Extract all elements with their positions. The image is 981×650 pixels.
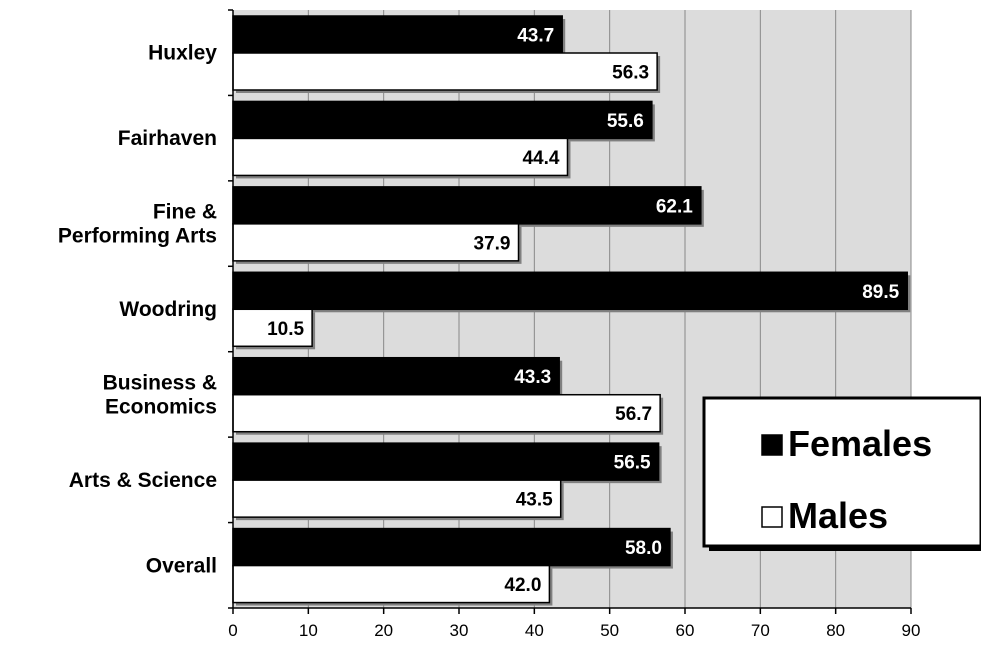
data-label: 56.3: [612, 63, 649, 84]
x-tick-label: 10: [299, 621, 318, 640]
x-tick-label: 70: [751, 621, 770, 640]
category-label: Business & Economics: [103, 371, 217, 418]
category-label-line: Fine &: [153, 201, 217, 224]
data-label: 55.6: [607, 111, 644, 132]
bar-females: [232, 356, 560, 396]
x-tick-label: 60: [676, 621, 695, 640]
bar-males: [232, 137, 569, 177]
bar-females: [232, 100, 653, 140]
category-label-line: Performing Arts: [58, 225, 217, 248]
legend-swatch-females: [761, 434, 783, 456]
category-label-line: Arts & Science: [69, 469, 217, 492]
category-label: Fine & Performing Arts: [58, 201, 217, 248]
x-tick-label: 30: [450, 621, 469, 640]
bars-group: [232, 15, 911, 606]
bar-females: [232, 186, 702, 225]
category-label-line: Fairhaven: [118, 127, 217, 150]
data-label: 43.3: [514, 367, 551, 388]
category-label-line: Business &: [103, 371, 217, 394]
bar-males: [232, 52, 658, 91]
data-label: 89.5: [862, 282, 899, 303]
category-label-line: Huxley: [148, 42, 217, 65]
bar-females: [232, 15, 563, 54]
bar-males: [232, 223, 520, 262]
data-label: 56.5: [614, 453, 651, 474]
x-tick-label: 40: [525, 621, 544, 640]
legend-label-males: Males: [788, 495, 888, 536]
data-label: 56.7: [615, 404, 652, 425]
category-label-line: Economics: [105, 395, 217, 418]
bar-females: [232, 442, 660, 481]
category-labels-group: Huxley Fairhaven Fine & Performing Arts Wood…: [58, 42, 217, 578]
category-label: Woodring: [119, 298, 217, 321]
category-label-line: Overall: [146, 554, 217, 577]
data-label: 43.5: [516, 490, 553, 511]
bar-males: [232, 393, 661, 433]
data-label: 62.1: [656, 196, 693, 217]
bar-males: [232, 564, 551, 604]
x-tick-label: 20: [374, 621, 393, 640]
bar-males: [232, 479, 562, 518]
x-tick-label: 50: [600, 621, 619, 640]
x-tick-label: 80: [826, 621, 845, 640]
bar-females: [232, 527, 671, 567]
category-label: Fairhaven: [118, 127, 217, 150]
x-tick-label: 0: [228, 621, 237, 640]
data-label: 43.7: [517, 26, 554, 47]
category-label: Arts & Science: [69, 469, 217, 492]
legend-box: [702, 396, 981, 548]
legend-swatch-males: [761, 506, 783, 528]
bar-females: [232, 271, 908, 311]
value-labels-group: 43.7 56.3 55.6 44.4 62.1 37.9 89.5 10.5 43.3 56.7…: [267, 26, 900, 597]
data-label: 44.4: [522, 148, 559, 169]
data-label: 58.0: [625, 538, 662, 559]
data-label: 10.5: [267, 319, 304, 340]
category-label: Huxley: [148, 42, 217, 65]
data-label: 42.0: [504, 575, 541, 596]
x-tick-label: 90: [902, 621, 921, 640]
x-tick-labels-group: 0 10 20 30 40 50 60 70 80 90: [228, 621, 920, 640]
data-label: 37.9: [474, 233, 511, 254]
category-label: Overall: [146, 554, 217, 577]
legend-label-females: Females: [788, 423, 932, 464]
legend: Females Males: [702, 396, 981, 551]
category-label-line: Woodring: [119, 298, 217, 321]
